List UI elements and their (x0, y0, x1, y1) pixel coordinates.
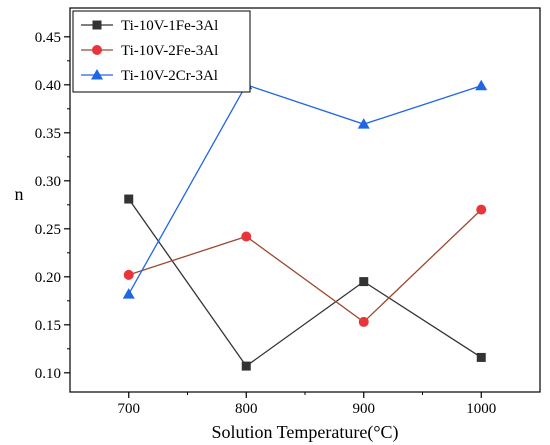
x-axis-title: Solution Temperature(°C) (211, 422, 398, 443)
y-tick-label: 0.45 (35, 30, 61, 46)
series-line (128, 198, 482, 367)
series-2 (123, 204, 487, 327)
data-point (476, 204, 487, 215)
legend-label: Ti-10V-2Cr-3Al (121, 68, 218, 84)
legend-label: Ti-10V-1Fe-3Al (121, 18, 218, 34)
legend: Ti-10V-1Fe-3Al Ti-10V-2Fe-3Al Ti-10V-2Cr-3… (72, 10, 251, 93)
data-point (358, 316, 369, 327)
series-line (128, 84, 482, 295)
y-axis-title: n (15, 184, 24, 204)
data-point (357, 118, 370, 129)
x-tick-label: 1000 (466, 401, 496, 417)
y-tick-label: 0.35 (35, 126, 61, 142)
series-line (128, 209, 482, 323)
legend-label: Ti-10V-2Fe-3Al (121, 43, 218, 59)
series-1 (124, 194, 486, 371)
data-point (476, 352, 486, 362)
y-tick-label: 0.40 (35, 78, 61, 94)
data-point (241, 361, 251, 371)
y-tick-label: 0.20 (35, 270, 61, 286)
legend-marker (92, 20, 102, 30)
data-point (123, 269, 134, 280)
series-3 (122, 78, 488, 299)
x-tick-label: 900 (353, 401, 376, 417)
data-point (124, 194, 134, 204)
data-point (359, 277, 369, 287)
x-tick-label: 800 (235, 401, 258, 417)
legend-marker (91, 69, 103, 80)
y-tick-label: 0.30 (35, 174, 61, 190)
data-point (122, 288, 135, 299)
series-layer (122, 78, 488, 371)
y-tick-label: 0.25 (35, 222, 61, 238)
x-tick-label: 700 (118, 401, 141, 417)
y-tick-label: 0.10 (35, 366, 61, 382)
legend-marker (92, 45, 102, 55)
y-tick-label: 0.15 (35, 318, 61, 334)
data-point (241, 231, 252, 242)
data-point (475, 79, 488, 91)
plot-frame: 700 800 900 1000 0.10 0.15 0.20 0.25 0.30 0.35 0.4… (35, 7, 541, 417)
